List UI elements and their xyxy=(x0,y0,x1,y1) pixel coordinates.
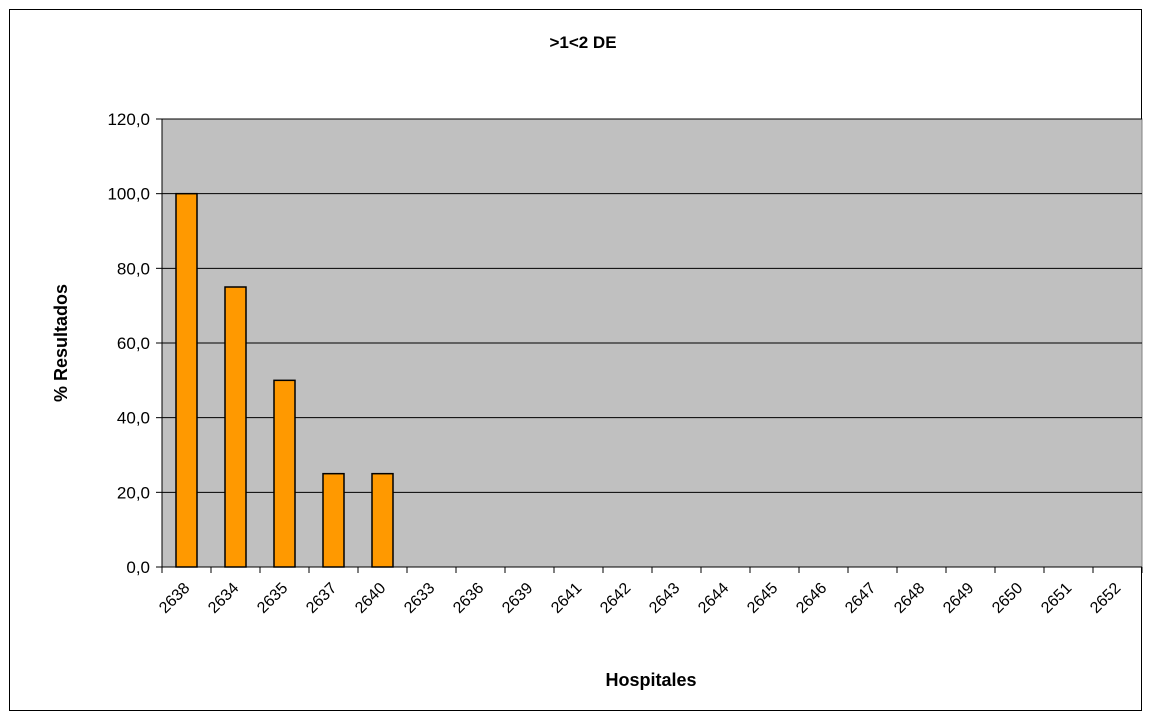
x-tick-label: 2645 xyxy=(744,580,781,617)
y-tick-label: 0,0 xyxy=(126,558,150,577)
y-tick-label: 80,0 xyxy=(117,259,150,278)
x-tick-label: 2646 xyxy=(793,580,830,617)
x-tick-label: 2636 xyxy=(450,580,487,617)
x-tick-label: 2650 xyxy=(989,580,1026,617)
x-tick-label: 2652 xyxy=(1087,580,1124,617)
x-tick-label: 2643 xyxy=(646,580,683,617)
x-tick-label: 2638 xyxy=(156,580,193,617)
y-tick-labels: 0,0 20,0 40,0 60,0 80,0 100,0 120,0 xyxy=(107,110,150,577)
x-tick-labels: 2638 2634 2635 2637 2640 2633 2636 2639 2641 2642… xyxy=(156,580,1124,617)
x-tick-label: 2639 xyxy=(499,580,536,617)
x-tick-label: 2633 xyxy=(401,580,438,617)
bar-2640 xyxy=(371,472,394,568)
bar-2638 xyxy=(175,192,198,568)
x-tick-label: 2637 xyxy=(303,580,340,617)
x-tick-label: 2649 xyxy=(940,580,977,617)
y-tick-label: 120,0 xyxy=(107,110,150,129)
bar-2635 xyxy=(273,379,296,568)
x-tick-label: 2648 xyxy=(891,580,928,617)
x-tick-label: 2634 xyxy=(205,580,242,617)
y-tick-label: 20,0 xyxy=(117,483,150,502)
x-tick-label: 2644 xyxy=(695,580,732,617)
x-tick-label: 2641 xyxy=(548,580,585,617)
x-tick-label: 2647 xyxy=(842,580,879,617)
x-tick-label: 2642 xyxy=(597,580,634,617)
y-tick-label: 60,0 xyxy=(117,334,150,353)
bar-2637 xyxy=(322,472,345,568)
x-axis-label: Hospitales xyxy=(605,670,696,690)
y-tick-label: 100,0 xyxy=(107,185,150,204)
x-tick-label: 2651 xyxy=(1038,580,1075,617)
bar-2634 xyxy=(224,286,247,568)
x-tick-label: 2635 xyxy=(254,580,291,617)
x-tick-label: 2640 xyxy=(352,580,389,617)
y-tick-label: 40,0 xyxy=(117,409,150,428)
axes xyxy=(156,118,1143,573)
y-axis-label: % Resultados xyxy=(51,284,71,402)
chart-title: >1<2 DE xyxy=(549,33,616,52)
